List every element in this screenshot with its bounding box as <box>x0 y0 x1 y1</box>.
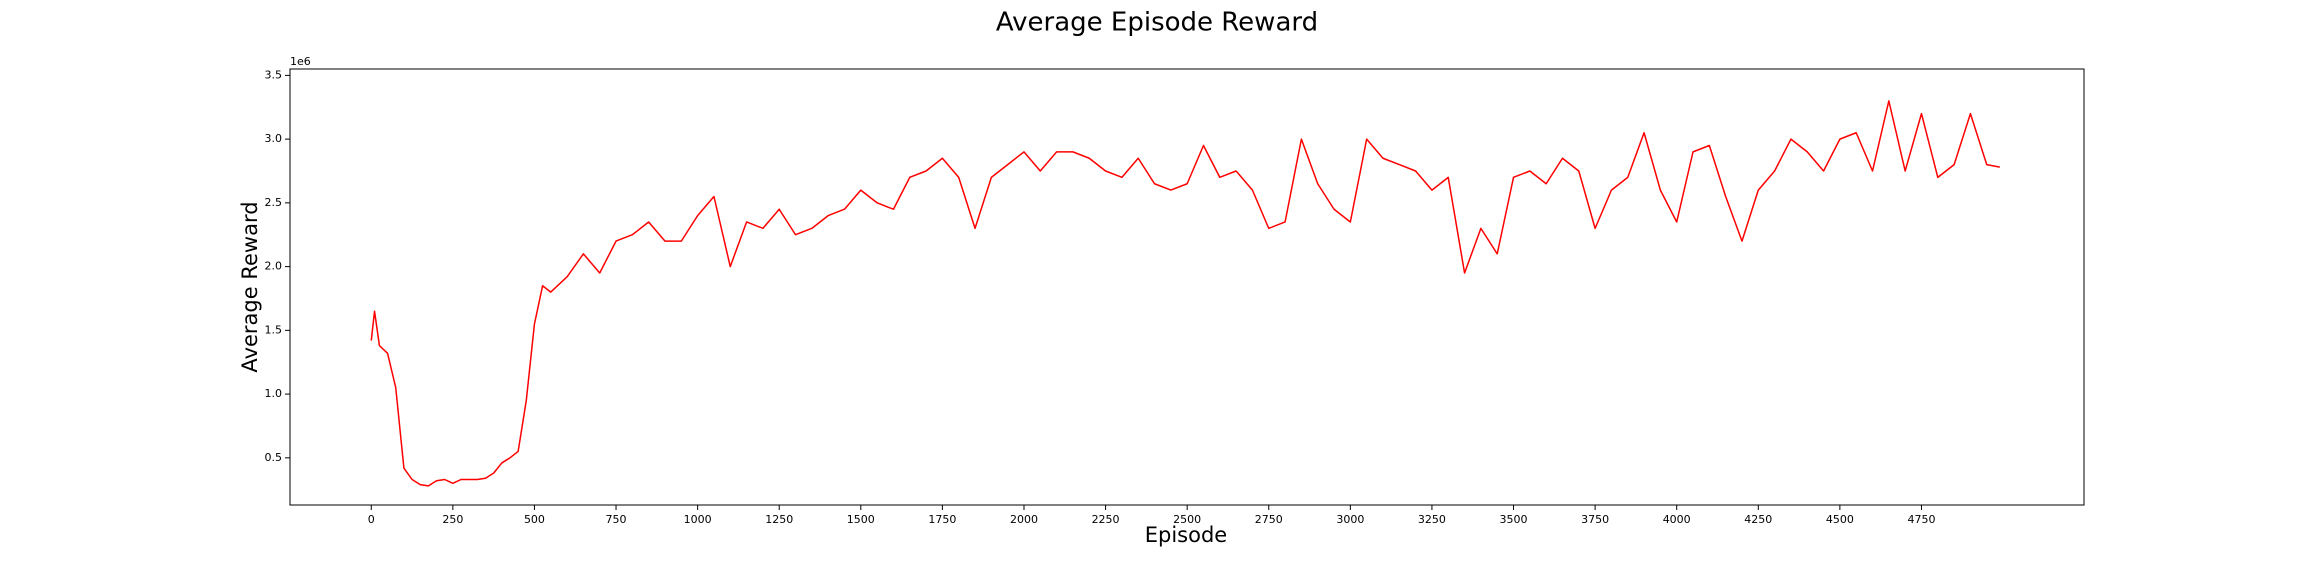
y-tick-label: 1.0 <box>265 387 283 400</box>
plot-frame <box>289 68 2085 506</box>
x-tick-label: 0 <box>368 513 375 526</box>
x-tick-label: 1000 <box>684 513 712 526</box>
x-tick-label: 3500 <box>1500 513 1528 526</box>
y-tick-label: 2.5 <box>265 196 283 209</box>
chart-title: Average Episode Reward <box>996 8 1318 38</box>
x-tick-label: 3000 <box>1336 513 1364 526</box>
y-tick-label: 3.0 <box>265 132 283 145</box>
x-tick-label: 750 <box>606 513 627 526</box>
x-tick-label: 1750 <box>928 513 956 526</box>
x-tick-label: 1500 <box>847 513 875 526</box>
x-tick-label: 2750 <box>1255 513 1283 526</box>
y-axis-label: Average Reward <box>238 201 262 372</box>
x-tick-label: 4250 <box>1744 513 1772 526</box>
x-axis-label: Episode <box>1145 523 1227 547</box>
x-tick-label: 1250 <box>765 513 793 526</box>
data-line <box>370 100 2000 487</box>
x-tick-label: 2500 <box>1173 513 1201 526</box>
x-tick-label: 4750 <box>1907 513 1935 526</box>
x-tick-label: 4000 <box>1663 513 1691 526</box>
x-tick-label: 3750 <box>1581 513 1609 526</box>
x-tick-label: 250 <box>442 513 463 526</box>
x-tick-label: 2250 <box>1092 513 1120 526</box>
x-tick-label: 3250 <box>1418 513 1446 526</box>
y-tick-label: 1.5 <box>265 323 283 336</box>
y-tick-label: 2.0 <box>265 260 283 273</box>
x-tick-label: 2000 <box>1010 513 1038 526</box>
y-tick-label: 0.5 <box>265 451 283 464</box>
x-tick-label: 4500 <box>1826 513 1854 526</box>
y-offset-label: 1e6 <box>290 55 311 68</box>
y-tick-label: 3.5 <box>265 68 283 81</box>
x-tick-label: 500 <box>524 513 545 526</box>
